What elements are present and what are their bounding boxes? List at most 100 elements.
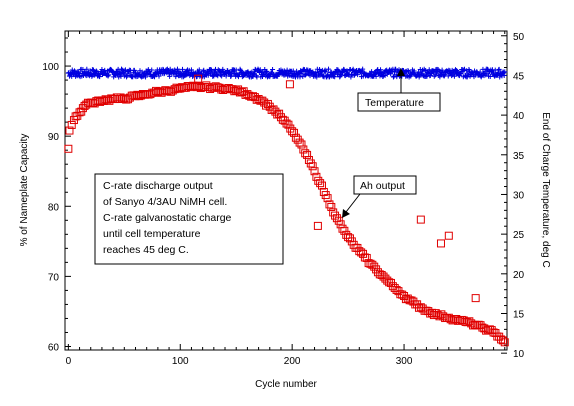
temperature-point: [233, 67, 239, 73]
ah-output-point: [471, 294, 480, 303]
ah-output-point: [313, 221, 322, 230]
temperature-point: [378, 67, 384, 73]
ah-output-point: [418, 304, 427, 313]
right-tick-label: 10: [513, 349, 525, 360]
temperature-point: [348, 74, 354, 80]
temperature-point: [477, 69, 483, 75]
temperature-point: [432, 72, 438, 78]
temperature-point: [226, 70, 232, 76]
ah-output-point: [65, 126, 74, 135]
ah-output-point: [306, 159, 315, 168]
ah-output-point: [273, 110, 282, 119]
temperature-point: [161, 71, 167, 77]
temperature-point: [351, 72, 357, 78]
temperature-point: [439, 67, 445, 73]
temperature-point: [69, 67, 75, 73]
ah-output-point: [245, 91, 254, 100]
right-tick-label: 15: [513, 309, 525, 320]
temperature-point: [99, 66, 105, 72]
temperature-point: [373, 73, 379, 79]
description-box: [94, 173, 284, 265]
x-axis-title: Cycle number: [255, 379, 317, 390]
temperature-point: [300, 73, 306, 79]
temperature-point: [124, 74, 130, 80]
temperature-point: [146, 68, 152, 74]
right-axis-title: End of Charge Temperature, deg C: [540, 112, 551, 267]
temperature-point: [188, 67, 194, 73]
temperature-point: [426, 67, 432, 73]
temperature-point: [167, 73, 173, 79]
description-line-2: of Sanyo 4/3AU NiMH cell.: [103, 196, 227, 208]
temperature-point: [502, 69, 508, 75]
temperature-point: [303, 72, 309, 78]
description-line-5: reaches 45 deg C.: [103, 244, 189, 256]
ah-output-label-box: [353, 175, 417, 195]
ah-output-point: [385, 278, 394, 287]
temperature-point: [496, 66, 502, 72]
temperature-point: [131, 67, 137, 73]
temperature-point: [332, 74, 338, 80]
temperature-point: [208, 67, 214, 73]
temperature-point: [264, 68, 270, 74]
ah-output-point: [297, 140, 306, 149]
ah-output-point: [317, 181, 326, 190]
ah-output-point: [303, 150, 312, 159]
temperature-point: [449, 73, 455, 79]
temperature-point: [442, 72, 448, 78]
left-tick-label: 100: [42, 62, 59, 73]
description-line-4: until cell temperature: [103, 228, 201, 240]
temperature-point: [467, 68, 473, 74]
ah-output-point: [71, 112, 80, 121]
ah-output-point: [416, 215, 425, 224]
description-line-1: C-rate discharge output: [103, 180, 213, 192]
temperature-point: [428, 71, 434, 77]
ah-output-point: [373, 268, 382, 277]
plot-frame: [64, 30, 508, 351]
temperature-point: [411, 68, 417, 74]
temperature-point: [152, 74, 158, 80]
temperature-point: [209, 68, 215, 74]
temperature-arrow-head: [397, 68, 405, 76]
temperature-point: [186, 67, 192, 73]
x-tick-label: 300: [396, 356, 413, 367]
ah-output-point: [290, 128, 299, 137]
temperature-point: [173, 74, 179, 80]
ah-output-arrow-line: [345, 193, 361, 213]
temperature-point: [469, 69, 475, 75]
right-tick-label: 45: [513, 71, 525, 82]
temperature-point: [210, 72, 216, 78]
temperature-point: [180, 70, 186, 76]
temperature-point: [179, 66, 185, 72]
temperature-point: [343, 69, 349, 75]
temperature-point: [244, 69, 250, 75]
ah-output-label: Ah output: [360, 180, 405, 192]
ah-output-point: [285, 80, 294, 89]
temperature-point: [97, 74, 103, 80]
x-tick-label: 100: [172, 356, 189, 367]
temperature-point: [229, 71, 235, 77]
temperature-point: [421, 66, 427, 72]
x-tick-label: 0: [66, 356, 72, 367]
temperature-point: [501, 70, 507, 76]
ah-output-point: [362, 253, 371, 262]
temperature-point: [119, 66, 125, 72]
temperature-point: [220, 66, 226, 72]
left-tick-label: 60: [48, 342, 60, 353]
temperature-point: [323, 69, 329, 75]
ah-output-point: [278, 115, 287, 124]
ah-output-point: [379, 272, 388, 281]
temperature-point: [297, 74, 303, 80]
temperature-point: [122, 68, 128, 74]
right-tick-label: 35: [513, 151, 525, 162]
ah-output-point: [497, 335, 506, 344]
temperature-point: [270, 67, 276, 73]
right-tick-label: 40: [513, 111, 525, 122]
ah-output-point: [390, 283, 399, 292]
temperature-point: [301, 68, 307, 74]
temperature-point: [389, 68, 395, 74]
ah-output-point: [436, 239, 445, 248]
temperature-point: [322, 68, 328, 74]
ah-output-point: [301, 149, 310, 158]
right-tick-label: 30: [513, 190, 525, 201]
